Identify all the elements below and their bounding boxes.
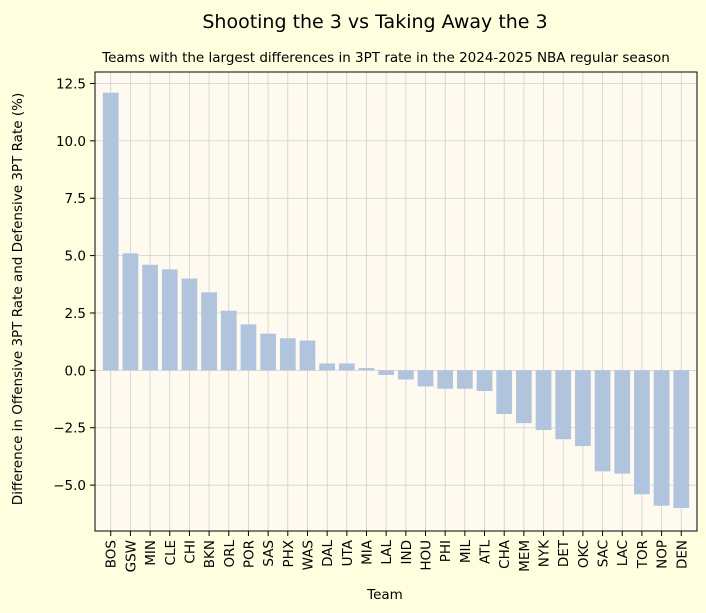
x-tick-label-hou: HOU — [419, 540, 435, 571]
bar-bkn — [201, 292, 217, 371]
x-tick-label-nyk: NYK — [537, 539, 553, 567]
bar-tor — [634, 370, 650, 495]
y-axis-label: Difference in Offensive 3PT Rate and Def… — [10, 93, 26, 505]
y-tick-label: 12.5 — [56, 76, 86, 92]
x-tick-label-okc: OKC — [576, 540, 592, 568]
bar-nyk — [535, 370, 552, 431]
x-tick-label-sac: SAC — [596, 540, 612, 567]
x-tick-label-atl: ATL — [478, 540, 494, 564]
x-axis-label: Team — [366, 587, 403, 603]
bar-cha — [496, 370, 513, 414]
bar-uta — [338, 363, 355, 371]
bar-dal — [319, 363, 336, 371]
bar-mia — [358, 368, 375, 371]
bar-chi — [181, 278, 198, 371]
x-tick-label-tor: TOR — [635, 540, 651, 569]
y-axis: −5.0 −2.5 0.0 2.5 5.0 7.5 10.0 12.5 — [53, 76, 95, 494]
y-tick-label: 7.5 — [65, 191, 86, 207]
bar-phx — [279, 338, 296, 371]
x-tick-label-phi: PHI — [438, 540, 454, 562]
x-tick-label-nop: NOP — [655, 540, 671, 569]
x-tick-label-ind: IND — [399, 540, 415, 564]
bar-ind — [397, 370, 414, 380]
x-tick-label-orl: ORL — [222, 540, 238, 568]
bar-min — [142, 264, 158, 371]
x-tick-label-chi: CHI — [182, 540, 198, 564]
x-tick-label-phx: PHX — [281, 540, 297, 568]
bar-okc — [575, 370, 591, 447]
chart-subtitle: Teams with the largest differences in 3P… — [101, 50, 670, 66]
x-tick-label-cle: CLE — [163, 540, 179, 565]
x-tick-label-cha: CHA — [497, 539, 513, 569]
x-tick-label-por: POR — [241, 540, 257, 568]
bar-det — [555, 370, 572, 440]
bar-hou — [417, 370, 434, 387]
bar-bos — [102, 92, 119, 371]
bar-lac — [614, 370, 631, 474]
y-tick-label: 2.5 — [65, 306, 86, 322]
bar-sac — [594, 370, 611, 472]
y-tick-label: −2.5 — [53, 421, 86, 437]
x-axis: BOS GSW MIN CLE CHI BKN ORL POR SAS PHX WAS DAL UTA M… — [104, 531, 690, 572]
bar-lal — [378, 370, 395, 375]
x-tick-label-min: MIN — [143, 540, 159, 566]
plot-frame — [94, 71, 698, 532]
bar-mem — [516, 370, 532, 424]
y-tick-label: 10.0 — [56, 134, 86, 150]
bar-phi — [437, 370, 454, 389]
bar-nop — [653, 370, 670, 506]
bar-sas — [260, 333, 276, 371]
x-tick-label-den: DEN — [674, 540, 690, 569]
chart-title: Shooting the 3 vs Taking Away the 3 — [202, 11, 547, 33]
y-tick-label: 5.0 — [65, 249, 86, 265]
bars — [102, 92, 690, 509]
x-tick-label-gsw: GSW — [123, 540, 139, 572]
bar-was — [299, 340, 316, 371]
x-tick-label-det: DET — [556, 539, 572, 567]
x-tick-label-uta: UTA — [340, 539, 356, 566]
x-tick-label-dal: DAL — [320, 540, 336, 567]
bar-orl — [220, 310, 237, 371]
x-tick-label-lac: LAC — [615, 540, 631, 566]
bar-cle — [161, 269, 178, 371]
x-tick-label-mia: MIA — [359, 539, 375, 565]
bar-den — [673, 370, 690, 509]
x-tick-label-bos: BOS — [104, 540, 120, 568]
y-tick-label: −5.0 — [53, 478, 86, 494]
x-tick-label-sas: SAS — [261, 540, 277, 567]
x-tick-label-mil: MIL — [458, 540, 474, 564]
x-tick-label-was: WAS — [300, 540, 316, 570]
bar-atl — [476, 370, 493, 392]
bar-mil — [456, 370, 473, 389]
bar-gsw — [122, 253, 139, 371]
x-tick-label-lal: LAL — [379, 540, 395, 565]
bar-por — [240, 324, 257, 371]
y-tick-label: 0.0 — [65, 363, 86, 379]
x-tick-label-mem: MEM — [517, 540, 533, 572]
x-tick-label-bkn: BKN — [202, 540, 218, 568]
